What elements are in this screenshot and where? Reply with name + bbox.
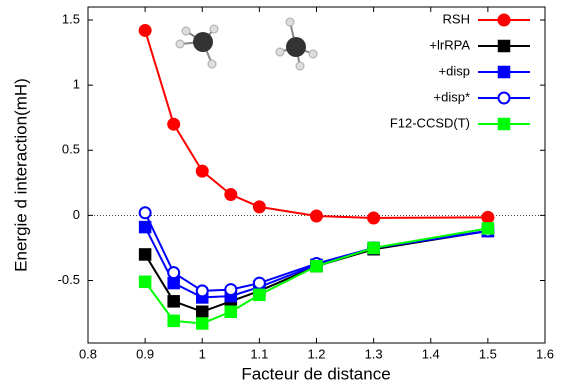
marker bbox=[224, 305, 238, 318]
marker bbox=[224, 283, 238, 297]
marker bbox=[167, 276, 180, 290]
legend-marker bbox=[497, 13, 511, 27]
marker bbox=[167, 314, 180, 328]
x-tick-label: 0.8 bbox=[79, 346, 97, 361]
legend-marker bbox=[497, 117, 511, 131]
x-tick-label: 1.6 bbox=[536, 346, 554, 361]
legend-label: +lrRPA bbox=[429, 37, 470, 52]
legend-marker bbox=[497, 65, 511, 79]
series-line bbox=[144, 212, 489, 292]
marker bbox=[310, 259, 323, 273]
marker bbox=[196, 317, 209, 330]
marker bbox=[195, 164, 209, 178]
plot-frame bbox=[87, 6, 546, 344]
x-tick-label: 0.9 bbox=[136, 346, 154, 361]
marker bbox=[167, 295, 180, 308]
y-tick-label: -0.5 bbox=[58, 272, 80, 287]
legend-label: F12-CCSD(T) bbox=[390, 115, 470, 130]
molecule-1 bbox=[175, 24, 219, 69]
series-line bbox=[144, 30, 488, 219]
marker bbox=[252, 200, 266, 214]
marker bbox=[252, 276, 266, 290]
legend-label: +disp* bbox=[434, 89, 471, 104]
marker bbox=[253, 288, 266, 302]
marker bbox=[138, 248, 152, 261]
legend-marker bbox=[497, 39, 511, 53]
x-tick-label: 1.4 bbox=[422, 346, 440, 361]
y-axis-label: Energie d interaction(mH) bbox=[11, 78, 30, 272]
marker bbox=[138, 23, 152, 37]
molecule-2 bbox=[275, 17, 318, 71]
marker bbox=[481, 222, 495, 235]
x-tick-label: 1.1 bbox=[250, 346, 268, 361]
marker bbox=[138, 206, 152, 220]
marker bbox=[224, 188, 238, 202]
x-tick-label: 1.3 bbox=[365, 346, 383, 361]
y-tick-label: 0.5 bbox=[62, 142, 80, 157]
x-axis-label: Facteur de distance bbox=[241, 364, 390, 383]
legend-marker bbox=[497, 91, 511, 105]
plot-area bbox=[138, 23, 495, 330]
marker bbox=[167, 266, 181, 280]
x-tick-label: 1 bbox=[199, 346, 206, 361]
marker bbox=[310, 209, 323, 223]
marker bbox=[196, 305, 209, 318]
x-tick-label: 1.5 bbox=[479, 346, 497, 361]
marker bbox=[138, 275, 152, 289]
x-tick-label: 1.2 bbox=[307, 346, 325, 361]
marker bbox=[138, 220, 152, 234]
marker bbox=[367, 241, 380, 255]
y-tick-label: 0 bbox=[73, 207, 80, 222]
marker bbox=[481, 210, 495, 224]
marker bbox=[367, 211, 381, 225]
y-tick-label: 1 bbox=[73, 77, 80, 92]
marker bbox=[167, 117, 181, 131]
legend-label: +disp bbox=[439, 63, 470, 78]
y-tick-label: 1.5 bbox=[62, 11, 80, 26]
legend-label: RSH bbox=[443, 11, 470, 26]
marker bbox=[195, 284, 209, 298]
